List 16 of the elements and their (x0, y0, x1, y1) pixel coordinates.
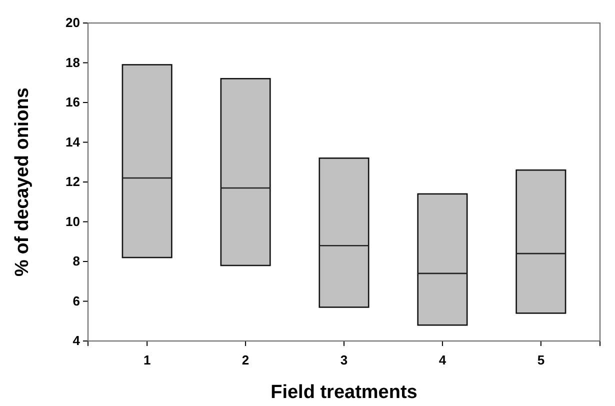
y-axis-title: % of decayed onions (12, 88, 33, 276)
x-tick-label: 3 (340, 352, 348, 368)
y-tick-label: 4 (72, 333, 81, 348)
x-axis-title: Field treatments (270, 382, 418, 403)
x-tick-label: 5 (537, 352, 545, 368)
y-tick-label: 16 (66, 94, 80, 110)
x-tick-label: 2 (242, 352, 250, 368)
y-tick-label: 20 (66, 15, 80, 30)
y-tick-label: 12 (66, 174, 80, 190)
y-tick-label: 10 (66, 214, 80, 229)
y-tick-label: 8 (72, 254, 80, 269)
y-tick-label: 6 (72, 293, 80, 308)
x-tick-label: 1 (143, 352, 151, 368)
x-tick-label: 4 (438, 352, 447, 368)
y-tick-label: 18 (66, 54, 80, 70)
y-tick-label: 14 (66, 134, 81, 150)
